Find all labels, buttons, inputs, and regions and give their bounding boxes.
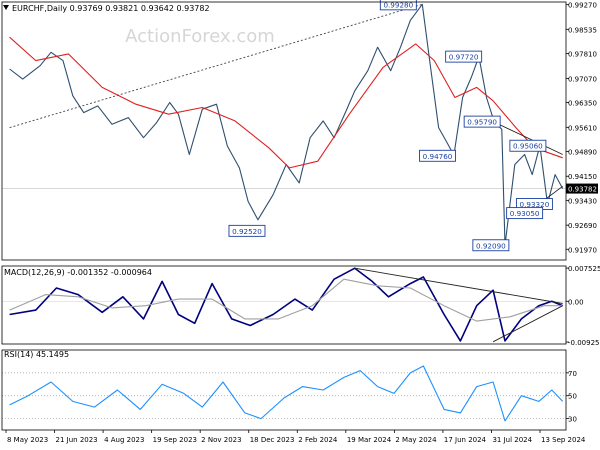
macd-y-tick-label: -0.009252 [568, 339, 600, 347]
axis-layer: 0.99270 0.98535 0.97810 0.97070 0.96350 0.956… [5, 2, 600, 444]
rsi-rsi-series-0 [9, 365, 564, 422]
macd-title: MACD(12,26,9) -0.001352 -0.000964 [4, 268, 152, 277]
x-tick-label: 8 May 2023 [7, 436, 48, 444]
x-tick-label: 21 Jun 2023 [56, 436, 98, 444]
chart-title: EURCHF,Daily 0.93769 0.93821 0.93642 0.9… [12, 4, 210, 13]
price-annotation-box [463, 115, 501, 128]
current-price-label: 0.93782 [568, 186, 597, 194]
x-tick-label: 2 May 2024 [395, 436, 437, 444]
series-layer [9, 3, 564, 422]
labels-layer: 0.99280 0.97720 0.95790 0.95060 0.94760 0.933… [228, 0, 553, 252]
macd-y-tick-label: 0.00 [568, 298, 584, 306]
price-annotation-label: 0.93050 [510, 209, 540, 218]
price-annotation-label: 0.92520 [232, 227, 262, 236]
x-tick-label: 17 Jun 2024 [444, 436, 487, 444]
price-annotation-label: 0.99280 [383, 0, 413, 9]
x-tick-label: 4 Aug 2023 [104, 436, 144, 444]
price-annotation-box [228, 224, 266, 237]
chart-watermark: ActionForex.com [125, 26, 275, 47]
x-tick-label: 2 Nov 2023 [201, 436, 241, 444]
price-annotation-label: 0.94760 [423, 152, 453, 161]
price-annotation-label: 0.92090 [476, 241, 506, 250]
x-tick-label: 18 Dec 2023 [250, 436, 295, 444]
price-annotation-label: 0.93320 [520, 200, 550, 209]
price-y-tick-label: 0.91970 [568, 246, 597, 254]
price-y-tick-label: 0.96350 [568, 100, 597, 108]
rsi-y-tick-label: 70 [568, 370, 577, 378]
grid-layer [2, 188, 566, 419]
frame-layer [1, 1, 567, 431]
price-annotation-box [509, 139, 547, 152]
macd-y-tick-label: 0.007525 [568, 265, 600, 273]
price-annotation-box [445, 50, 483, 63]
price-y-tick-label: 0.94890 [568, 148, 597, 156]
x-tick-label: 2 Feb 2024 [298, 436, 338, 444]
x-tick-label: 13 Sep 2024 [541, 436, 586, 444]
macd-signal-series-1 [9, 278, 563, 322]
x-tick-label: 19 Sep 2023 [153, 436, 197, 444]
x-tick-label: 19 Mar 2024 [347, 436, 392, 444]
price-y-tick-label: 0.97070 [568, 75, 597, 83]
price-annotation-label: 0.95790 [467, 118, 497, 127]
price-annotation-label: 0.97720 [449, 53, 479, 62]
price-y-tick-label: 0.92690 [568, 222, 597, 230]
macd-macd-series-0 [9, 267, 563, 342]
price-annotation-box [506, 207, 544, 220]
price-panel-frame [1, 1, 567, 261]
rsi-title: RSI(14) 45.1495 [4, 350, 69, 359]
rsi-y-tick-label: 30 [568, 416, 577, 424]
macd-trendline-series-2 [354, 267, 563, 304]
price-annotation-box [472, 239, 510, 252]
price-y-tick-label: 0.95610 [568, 124, 597, 132]
macd-trendline-series-3 [492, 305, 563, 343]
price-line-series-1 [9, 36, 563, 169]
price-annotation-box [379, 0, 417, 11]
price-y-tick-label: 0.94150 [568, 173, 597, 181]
symbol-menu-icon[interactable] [3, 5, 9, 10]
x-tick-label: 31 Jul 2024 [492, 436, 532, 444]
price-y-tick-label: 0.98535 [568, 26, 597, 34]
price-y-tick-label: 0.97810 [568, 51, 597, 59]
rsi-y-tick-label: 50 [568, 393, 577, 401]
price-y-tick-label: 0.93430 [568, 197, 597, 205]
price-annotation-box [419, 149, 456, 162]
price-y-tick-label: 0.99270 [568, 2, 597, 10]
macd-panel-frame [1, 265, 567, 345]
price-trendline-series-3 [492, 121, 563, 155]
price-annotation-label: 0.95060 [513, 142, 543, 151]
rsi-panel-frame [1, 349, 567, 431]
current-price-tag [566, 183, 598, 194]
